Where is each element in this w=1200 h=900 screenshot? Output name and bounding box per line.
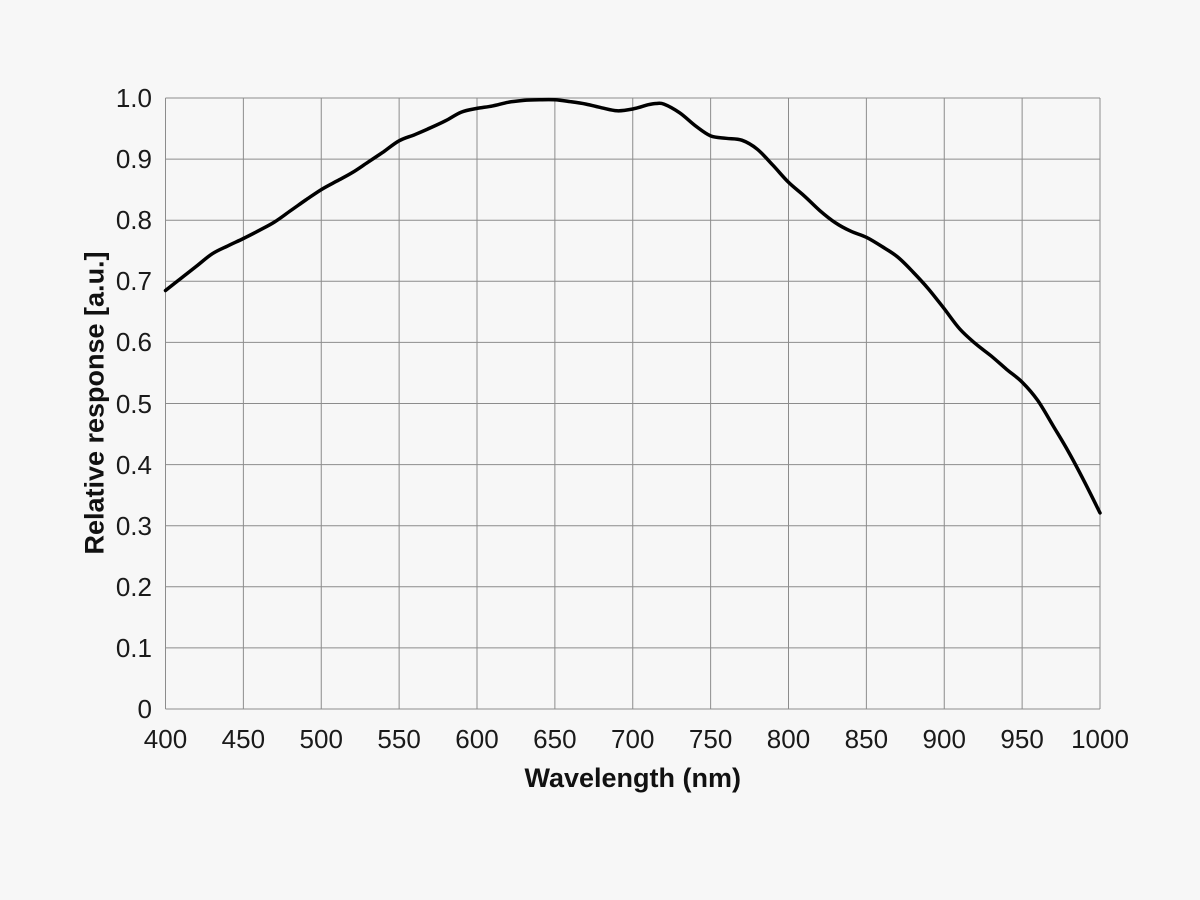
y-tick-label: 0.9 — [115, 144, 152, 175]
x-tick-label: 500 — [299, 724, 343, 754]
y-tick-label: 1.0 — [115, 83, 152, 113]
y-tick-label: 0.4 — [115, 449, 152, 480]
relative-response-curve — [163, 97, 1102, 515]
x-axis-title: Wavelength (nm) — [524, 763, 741, 793]
x-tick-label: 450 — [221, 724, 266, 754]
x-tick-label: 600 — [455, 724, 499, 754]
y-tick-label: 0 — [137, 694, 152, 724]
x-tick-label: 650 — [533, 724, 577, 754]
x-tick-label: 550 — [377, 724, 421, 754]
y-tick-label: 0.5 — [115, 388, 152, 419]
x-tick-label: 750 — [688, 724, 733, 754]
y-tick-label: 0.1 — [115, 632, 152, 663]
x-tick-label: 700 — [611, 724, 655, 754]
y-tick-label: 0.2 — [115, 571, 152, 602]
x-tick-label: 950 — [1000, 724, 1044, 754]
y-tick-label: 0.3 — [115, 510, 152, 541]
x-tick-label: 1000 — [1071, 724, 1129, 754]
x-tick-label: 850 — [844, 724, 889, 754]
x-tick-label: 400 — [143, 724, 188, 754]
y-tick-label: 0.6 — [115, 327, 152, 358]
y-axis-title: Relative response [a.u.] — [79, 251, 110, 555]
y-tick-label: 0.8 — [115, 205, 152, 236]
x-tick-label: 900 — [922, 724, 966, 754]
y-tick-label: 0.7 — [115, 266, 152, 297]
x-tick-label: 800 — [766, 724, 811, 754]
